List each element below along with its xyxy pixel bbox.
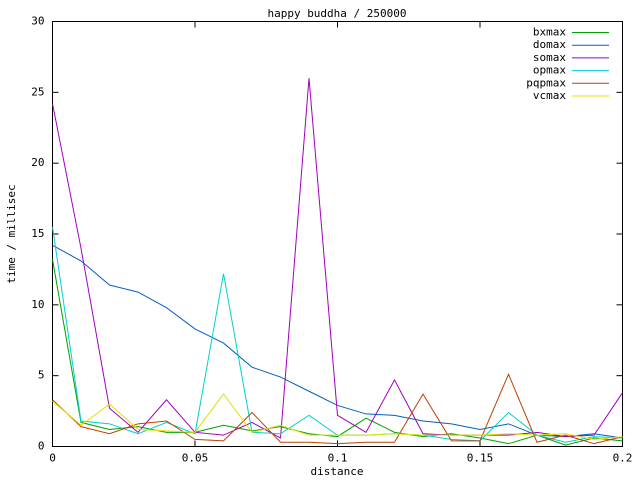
x-tick-label: 0.2 [613, 452, 633, 465]
y-tick-label: 5 [38, 369, 45, 382]
y-tick-label: 15 [31, 227, 44, 240]
y-tick-label: 20 [31, 156, 44, 169]
y-tick-label: 25 [31, 85, 44, 98]
x-axis-label: distance [311, 465, 364, 478]
data-line [52, 78, 623, 439]
x-tick-label: 0.15 [467, 452, 494, 465]
chart-title: happy buddha / 250000 [267, 7, 406, 20]
x-tick-label: 0 [49, 452, 56, 465]
data-line [52, 393, 623, 440]
y-tick-label: 10 [31, 298, 44, 311]
legend-label: domax [533, 38, 566, 51]
y-tick-label: 0 [38, 440, 45, 453]
y-tick-label: 30 [31, 15, 44, 28]
y-axis-label: time / millisec [5, 184, 18, 283]
data-line [52, 244, 623, 439]
data-line [52, 372, 623, 445]
x-tick-label: 0.05 [182, 452, 209, 465]
legend-label: somax [533, 51, 566, 64]
legend-label: pqpmax [526, 76, 566, 89]
legend-label: opmax [533, 64, 566, 77]
legend-label: vcmax [533, 89, 566, 102]
data-line [52, 259, 623, 446]
x-tick-label: 0.1 [328, 452, 348, 465]
legend-label: bxmax [533, 26, 566, 39]
